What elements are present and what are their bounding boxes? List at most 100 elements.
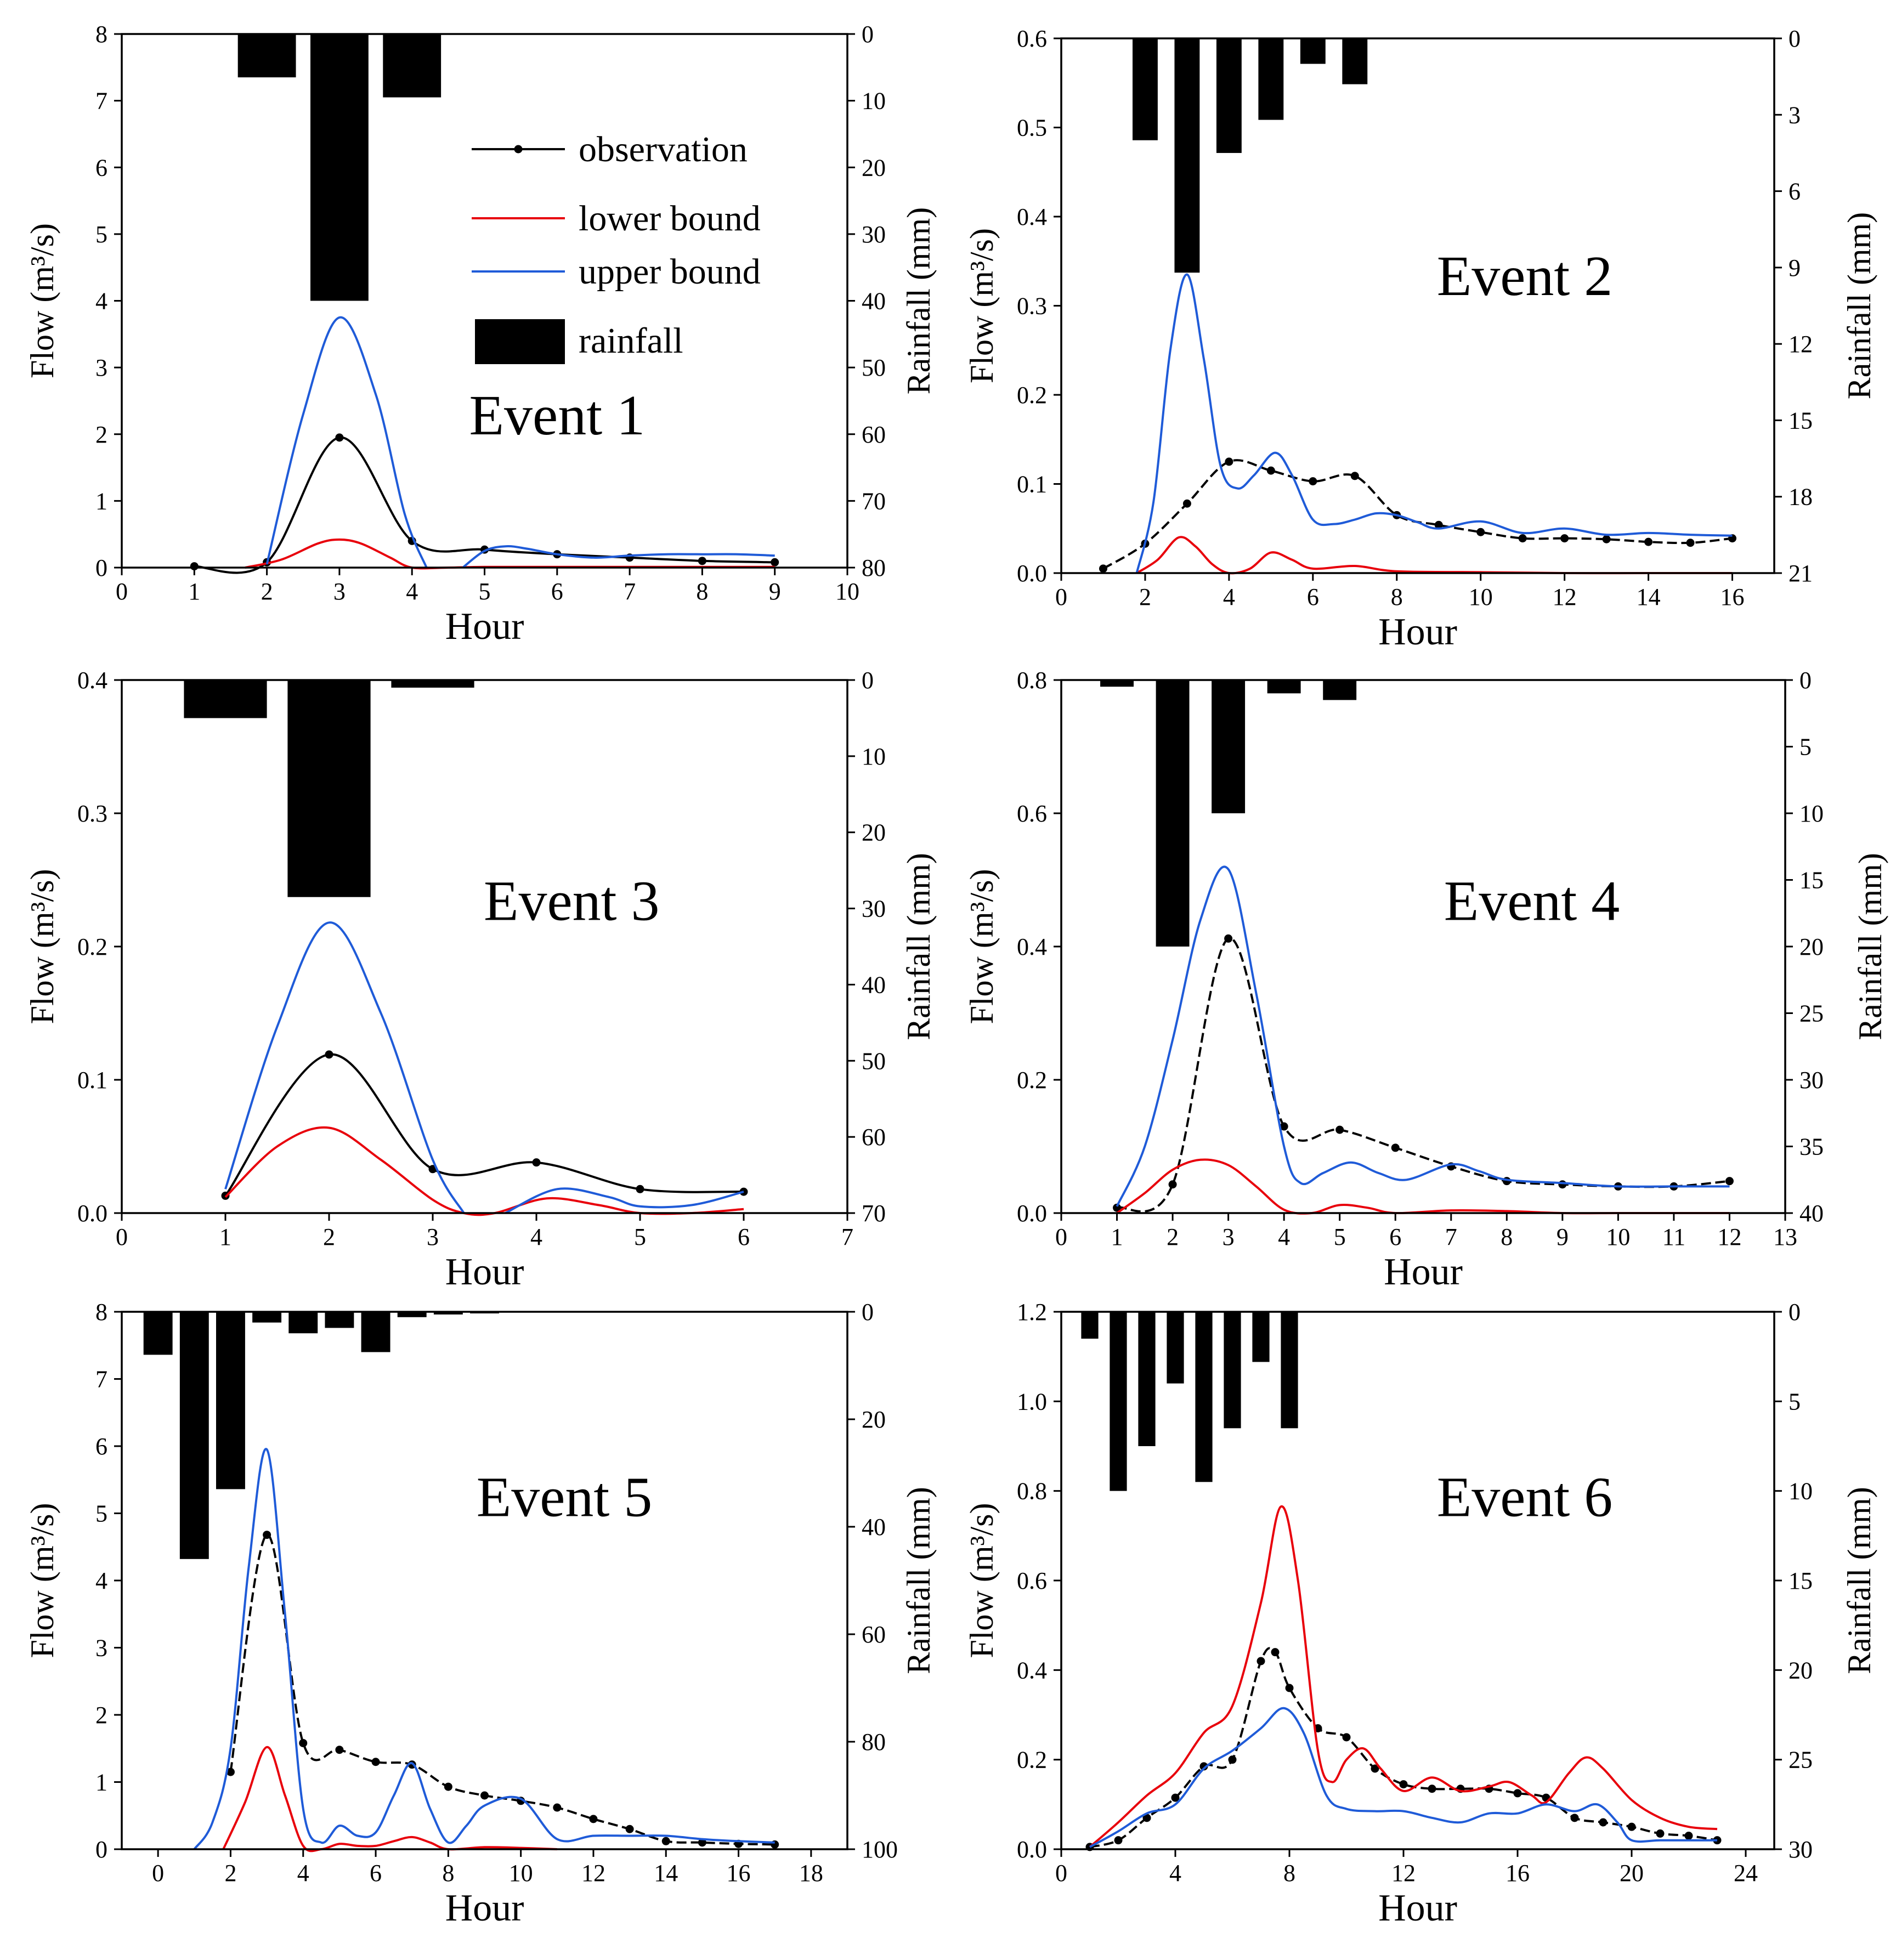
y2-tick-label: 5	[1799, 734, 1812, 761]
y-tick-label: 0.8	[1017, 1478, 1047, 1505]
y-axis-title: Flow (m³/s)	[964, 869, 1000, 1024]
y2-tick-label: 60	[862, 1621, 886, 1648]
legend-upper-label: upper bound	[579, 252, 761, 292]
y2-tick-label: 0	[1789, 25, 1801, 52]
y2-axis-title: Rainfall (mm)	[1841, 212, 1877, 400]
x-tick-label: 8	[1283, 1860, 1295, 1887]
x-tick-label: 24	[1734, 1860, 1758, 1887]
rainfall-bar	[325, 1312, 354, 1328]
x-tick-label: 12	[581, 1860, 605, 1887]
y2-tick-label: 80	[862, 554, 886, 581]
observation-point	[335, 433, 344, 442]
x-tick-label: 3	[333, 578, 346, 605]
x-tick-label: 4	[1223, 584, 1235, 610]
y2-tick-label: 40	[862, 971, 886, 998]
x-tick-label: 0	[116, 578, 128, 605]
y-tick-label: 0.3	[1017, 293, 1047, 320]
x-tick-label: 4	[1278, 1223, 1290, 1250]
x-tick-label: 4	[1169, 1860, 1181, 1887]
y2-tick-label: 20	[1799, 933, 1824, 960]
observation-point	[698, 557, 706, 565]
y-tick-label: 0.0	[1017, 1836, 1047, 1863]
y-tick-label: 5	[95, 221, 107, 248]
x-tick-label: 8	[1391, 584, 1403, 610]
x-axis-title: Hour	[1384, 1251, 1463, 1293]
x-tick-label: 16	[1720, 584, 1745, 610]
y2-tick-label: 3	[1789, 101, 1801, 128]
y-tick-label: 3	[95, 354, 107, 381]
x-tick-label: 6	[738, 1223, 750, 1250]
y-tick-label: 8	[95, 21, 107, 48]
y-axis-title: Flow (m³/s)	[964, 228, 1000, 383]
y2-tick-label: 35	[1799, 1134, 1824, 1160]
observation-point	[1199, 1762, 1208, 1771]
x-tick-label: 13	[1773, 1223, 1797, 1250]
rainfall-bar	[1133, 38, 1158, 140]
observation-point	[444, 1782, 452, 1791]
x-tick-label: 6	[370, 1860, 382, 1887]
y2-axis-title: Rainfall (mm)	[901, 853, 937, 1040]
x-tick-label: 4	[406, 578, 418, 605]
x-tick-label: 11	[1662, 1223, 1685, 1250]
x-tick-label: 5	[479, 578, 491, 605]
x-tick-label: 9	[769, 578, 781, 605]
x-tick-label: 0	[152, 1860, 164, 1887]
rainfall-bar	[287, 680, 371, 897]
panel-3: 0 1 2 3 4 5 6 7 0.0 0.1 0.2 0.3 0.4 0 10 20 30 40 50 60 70 Ho…	[24, 667, 937, 1293]
y2-tick-label: 70	[862, 1200, 886, 1227]
rainfall-bar	[179, 1312, 209, 1559]
panel-6: 0 4 8 12 16 20 24 0.0 0.2 0.4 0.6 0.8 1.0 1.2 0 5 10 15 20…	[964, 1299, 1877, 1929]
x-tick-label: 14	[654, 1860, 678, 1887]
y-tick-label: 0	[95, 554, 107, 581]
observation-point	[1114, 1836, 1123, 1845]
observation-point	[1335, 1125, 1344, 1134]
y2-tick-label: 50	[862, 1047, 886, 1074]
observation-point	[335, 1746, 344, 1754]
x-tick-label: 4	[297, 1860, 309, 1887]
observation-point	[480, 1791, 489, 1800]
upper-bound-line	[1135, 273, 1733, 574]
rainfall-bar	[1342, 38, 1368, 84]
observation-point	[1599, 1818, 1608, 1827]
x-tick-label: 10	[1606, 1223, 1630, 1250]
x-tick-label: 5	[1334, 1223, 1346, 1250]
event-annotation: Event 4	[1444, 869, 1620, 932]
observation-point	[589, 1815, 598, 1823]
x-axis-title: Hour	[1378, 1887, 1457, 1929]
y-tick-label: 0.6	[1017, 1567, 1047, 1594]
y2-tick-label: 0	[862, 667, 874, 694]
y-tick-label: 0.4	[1017, 1657, 1047, 1684]
x-tick-label: 2	[261, 578, 273, 605]
x-tick-label: 0	[1055, 1860, 1067, 1887]
observation-point	[1285, 1684, 1294, 1692]
observation-point	[1342, 1733, 1351, 1742]
x-tick-label: 7	[841, 1223, 853, 1250]
x-tick-label: 7	[1445, 1223, 1457, 1250]
upper-bound-line	[1089, 1707, 1717, 1848]
event-annotation: Event 5	[477, 1465, 653, 1528]
y2-tick-label: 5	[1789, 1388, 1801, 1415]
observation-point	[1602, 535, 1611, 543]
observation-point	[1099, 564, 1107, 573]
x-tick-label: 8	[1501, 1223, 1513, 1250]
rainfall-bar	[310, 34, 369, 301]
rainfall-bar	[1258, 38, 1284, 120]
observation-point	[1309, 477, 1317, 486]
y-tick-label: 0.2	[77, 933, 107, 960]
y-tick-label: 0.2	[1017, 1747, 1047, 1774]
lower-bound-line	[1089, 1505, 1718, 1848]
y2-tick-label: 10	[862, 88, 886, 115]
observation-point	[1280, 1122, 1288, 1131]
x-tick-label: 14	[1637, 584, 1661, 610]
y2-tick-label: 12	[1789, 331, 1813, 358]
y2-axis-title: Rainfall (mm)	[1841, 1487, 1877, 1674]
x-tick-label: 2	[323, 1223, 335, 1250]
x-tick-label: 3	[1223, 1223, 1235, 1250]
observation-point	[1518, 534, 1527, 543]
y2-tick-label: 70	[862, 488, 886, 514]
y2-tick-label: 80	[862, 1729, 886, 1755]
observation-line	[194, 436, 775, 574]
rainfall-bar	[1323, 680, 1357, 700]
x-tick-label: 10	[509, 1860, 533, 1887]
